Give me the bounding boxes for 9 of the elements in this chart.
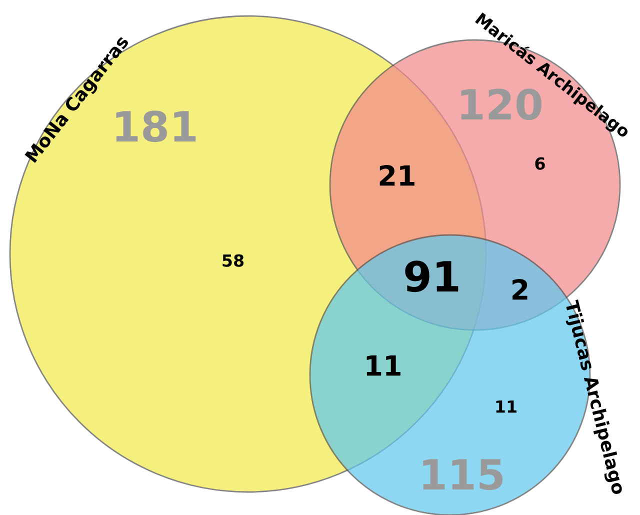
text: 2 [512, 279, 528, 300]
text: 6 [535, 157, 545, 170]
text: 11 [496, 400, 516, 413]
text: 91 [405, 260, 458, 292]
text: 11 [366, 355, 400, 376]
data-label: 181 [116, 110, 196, 142]
data-label: 115 [423, 459, 503, 490]
text: 21 [380, 165, 414, 186]
text: 58 [222, 254, 244, 267]
